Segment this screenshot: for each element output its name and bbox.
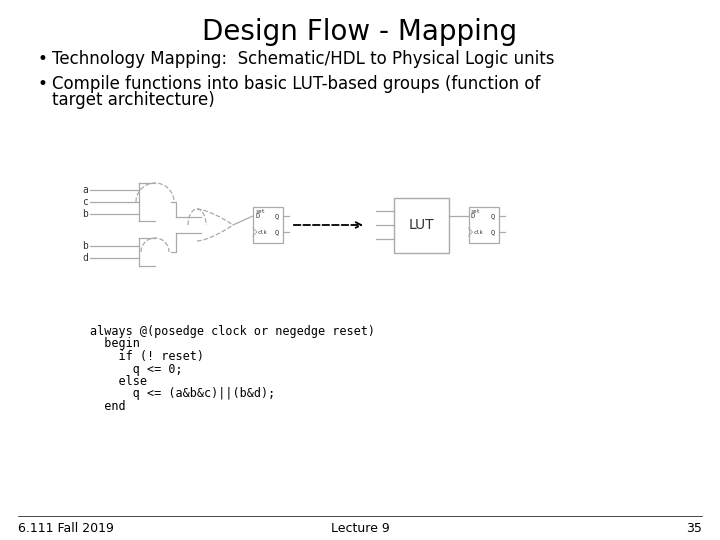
Text: 35: 35 (686, 522, 702, 535)
Text: Lecture 9: Lecture 9 (330, 522, 390, 535)
Text: b: b (82, 241, 88, 251)
Text: if (! reset): if (! reset) (90, 350, 204, 363)
Text: clk: clk (474, 230, 483, 234)
Text: Compile functions into basic LUT-based groups (function of: Compile functions into basic LUT-based g… (52, 75, 541, 93)
Text: q <= (a&b&c)||(b&d);: q <= (a&b&c)||(b&d); (90, 388, 275, 401)
Text: LUT: LUT (408, 218, 434, 232)
Text: set: set (255, 209, 265, 214)
Text: d: d (82, 253, 88, 263)
Bar (469, 207, 498, 243)
Text: Q: Q (490, 229, 495, 235)
Text: D: D (470, 213, 474, 219)
Text: b: b (82, 209, 88, 219)
Text: end: end (90, 400, 125, 413)
Text: Q: Q (275, 213, 279, 219)
Bar (253, 207, 283, 243)
Text: target architecture): target architecture) (52, 91, 215, 109)
Text: D: D (255, 213, 259, 219)
Text: 6.111 Fall 2019: 6.111 Fall 2019 (18, 522, 114, 535)
Text: c: c (82, 197, 88, 207)
Text: set: set (470, 209, 480, 214)
Text: Q: Q (490, 213, 495, 219)
Text: clk: clk (258, 230, 268, 234)
Text: else: else (90, 375, 147, 388)
Text: q <= 0;: q <= 0; (90, 362, 183, 375)
Text: always @(posedge clock or negedge reset): always @(posedge clock or negedge reset) (90, 325, 375, 338)
Text: Technology Mapping:  Schematic/HDL to Physical Logic units: Technology Mapping: Schematic/HDL to Phy… (52, 50, 554, 68)
Text: •: • (38, 50, 48, 68)
Bar (394, 198, 449, 253)
Text: a: a (82, 185, 88, 195)
Text: Q: Q (275, 229, 279, 235)
Text: begin: begin (90, 338, 140, 350)
Text: Design Flow - Mapping: Design Flow - Mapping (202, 18, 518, 46)
Text: •: • (38, 75, 48, 93)
